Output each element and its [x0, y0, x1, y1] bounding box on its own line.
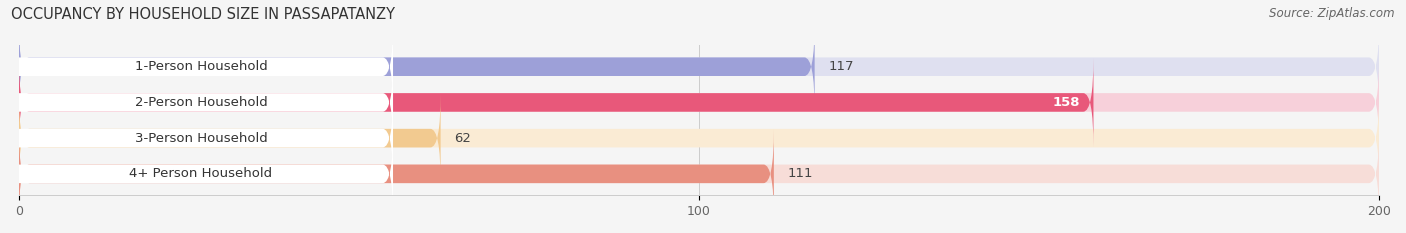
Text: 62: 62 [454, 132, 471, 145]
Text: 117: 117 [828, 60, 853, 73]
FancyBboxPatch shape [20, 94, 440, 182]
Text: Source: ZipAtlas.com: Source: ZipAtlas.com [1270, 7, 1395, 20]
FancyBboxPatch shape [8, 130, 394, 218]
Text: 4+ Person Household: 4+ Person Household [129, 167, 273, 180]
Text: 3-Person Household: 3-Person Household [135, 132, 267, 145]
FancyBboxPatch shape [20, 22, 814, 111]
FancyBboxPatch shape [20, 58, 1379, 147]
Text: 111: 111 [787, 167, 813, 180]
Text: 2-Person Household: 2-Person Household [135, 96, 267, 109]
Text: OCCUPANCY BY HOUSEHOLD SIZE IN PASSAPATANZY: OCCUPANCY BY HOUSEHOLD SIZE IN PASSAPATA… [11, 7, 395, 22]
FancyBboxPatch shape [8, 94, 394, 182]
FancyBboxPatch shape [20, 22, 1379, 111]
Text: 1-Person Household: 1-Person Household [135, 60, 267, 73]
FancyBboxPatch shape [20, 94, 1379, 182]
FancyBboxPatch shape [20, 130, 773, 218]
FancyBboxPatch shape [8, 22, 394, 111]
FancyBboxPatch shape [8, 58, 394, 147]
FancyBboxPatch shape [20, 130, 1379, 218]
FancyBboxPatch shape [20, 58, 1094, 147]
Text: 158: 158 [1052, 96, 1080, 109]
